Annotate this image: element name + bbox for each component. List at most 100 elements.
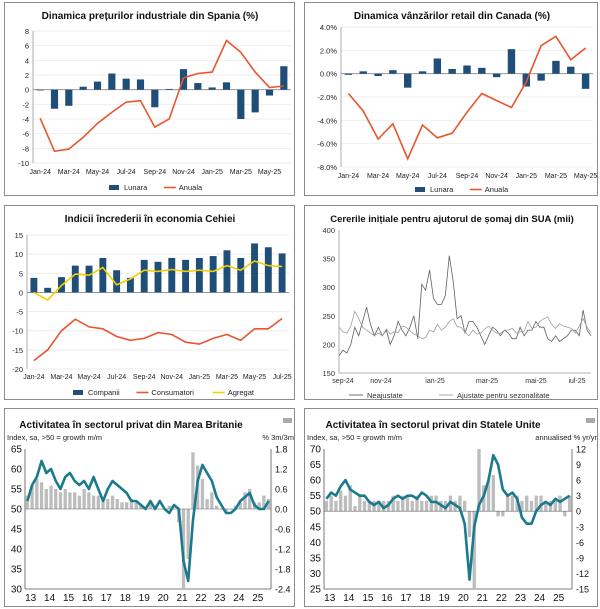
y-tick-label: -10 xyxy=(12,327,23,336)
chart-panel-czech: Indicii încrederii în economia Cehiei 15… xyxy=(4,205,295,400)
y-tick-label-right: -3 xyxy=(576,522,584,532)
legend-label: Ajustate pentru sezonalitate xyxy=(457,391,550,400)
bar-gdp xyxy=(324,500,329,512)
bar-gdp xyxy=(463,500,467,512)
bar-gdp xyxy=(563,511,567,517)
chart-panel-us-claims: Cererile inițiale pentru ajutorul de șom… xyxy=(304,205,598,400)
y-tick-label: 4.0% xyxy=(320,23,337,32)
bar-gdp xyxy=(505,495,510,512)
x-tick-label: May-25 xyxy=(574,173,597,180)
legend-label: Consumatori xyxy=(151,388,194,397)
bar-companii xyxy=(71,265,79,293)
x-tick-label: 23 xyxy=(214,593,226,604)
x-tick-label: Jan-24 xyxy=(338,173,360,180)
x-tick-label: Mar-24 xyxy=(58,169,80,176)
x-tick-label: 19 xyxy=(139,593,151,604)
y-tick-label: 5 xyxy=(19,269,23,278)
bar-lunara xyxy=(93,81,102,90)
x-tick-label: 21 xyxy=(176,593,188,604)
chart-title: Cererile inițiale pentru ajutorul de șom… xyxy=(330,214,574,225)
bar-gdp xyxy=(39,482,44,509)
bar-companii xyxy=(113,270,121,293)
bar-companii xyxy=(264,247,272,293)
y-tick-label-left: 45 xyxy=(310,522,322,533)
y-tick-label-left: 55 xyxy=(310,491,322,502)
y-tick-label-right: 6 xyxy=(576,476,581,486)
bar-companii xyxy=(182,259,190,293)
legend-label: Anuala xyxy=(485,185,509,194)
bar-gdp xyxy=(362,500,367,512)
x-tick-label: May-24 xyxy=(396,173,419,180)
bar-lunara xyxy=(448,69,456,74)
y-tick-label-right: 12 xyxy=(576,445,586,455)
bar-gdp xyxy=(391,495,395,512)
bar-gdp xyxy=(496,511,500,517)
line-pmi xyxy=(325,453,571,581)
bar-gdp xyxy=(467,511,472,538)
bar-lunara xyxy=(122,78,130,90)
y-tick-label-left: 65 xyxy=(310,460,322,471)
x-tick-label: May-25 xyxy=(258,169,281,176)
chart-panel-canada: Dinamica vânzărilor retail din Canada (%… xyxy=(304,2,598,196)
bar-gdp xyxy=(266,499,271,509)
y-tick-label-right: 1.8 xyxy=(275,445,288,455)
bar-lunara xyxy=(50,89,59,109)
bar-gdp xyxy=(82,489,86,509)
bar-gdp xyxy=(486,480,491,512)
x-tick-label: 18 xyxy=(120,593,132,604)
bar-gdp xyxy=(501,511,505,517)
x-tick-label: Jan-24 xyxy=(29,169,51,176)
bar-gdp xyxy=(553,500,557,512)
bar-gdp xyxy=(520,500,524,512)
bar-gdp xyxy=(134,502,138,509)
bar-lunara xyxy=(433,58,442,74)
bar-lunara xyxy=(463,65,471,74)
bar-gdp xyxy=(30,485,34,509)
legend-swatch xyxy=(73,390,83,395)
bar-lunara xyxy=(552,60,560,74)
line-pmi xyxy=(26,459,270,583)
line-anuala xyxy=(39,39,284,153)
bar-lunara xyxy=(251,89,259,113)
x-tick-label: Jan-25 xyxy=(201,169,223,176)
y-tick-label-right: 9 xyxy=(576,460,581,470)
bar-lunara xyxy=(79,86,87,90)
y-tick-label: -15 xyxy=(12,346,23,355)
bar-companii xyxy=(251,243,258,293)
bar-companii xyxy=(140,259,148,293)
x-tick-label: Mar-25 xyxy=(545,173,567,180)
bar-gdp xyxy=(377,500,381,512)
bar-gdp xyxy=(248,489,252,509)
chart-title: Dinamica prețurilor industriale din Span… xyxy=(42,11,259,22)
x-tick-label: Jul-24 xyxy=(107,374,126,381)
x-tick-label: nov-24 xyxy=(370,378,392,385)
chart-us-jobless-claims: Cererile inițiale pentru ajutorul de șom… xyxy=(322,214,592,400)
x-tick-label: mai-25 xyxy=(525,378,547,385)
bar-lunara xyxy=(374,73,382,76)
x-tick-label: mar-25 xyxy=(476,378,498,385)
y-tick-label-left: 30 xyxy=(11,585,23,596)
right-axis-label: annualised % yr/yr xyxy=(535,433,597,442)
y-tick-label: 6 xyxy=(25,42,29,51)
y-tick-label: 150 xyxy=(322,369,335,378)
chart-czech-confidence: Indicii încrederii în economia Cehiei 15… xyxy=(12,214,292,397)
x-tick-label: Mar-24 xyxy=(367,173,389,180)
y-tick-label: 300 xyxy=(322,283,335,292)
line-consumatori xyxy=(33,317,283,362)
bar-companii xyxy=(209,256,217,293)
bar-gdp xyxy=(424,500,429,512)
bar-gdp xyxy=(367,500,371,512)
y-tick-label-right: -1.2 xyxy=(275,545,291,555)
bar-gdp xyxy=(148,502,153,509)
bar-gdp xyxy=(101,499,105,509)
bar-gdp xyxy=(58,492,63,509)
bar-lunara xyxy=(194,83,202,90)
x-tick-label: 13 xyxy=(324,593,336,604)
y-tick-label-right: 0 xyxy=(576,507,581,517)
bar-lunara xyxy=(359,71,367,74)
chart-panel-uk-pmi: Activitatea în sectorul privat din Marea… xyxy=(4,408,295,607)
legend-swatch xyxy=(109,185,119,190)
y-tick-label-left: 50 xyxy=(310,507,322,518)
bar-gdp xyxy=(77,495,82,509)
bar-gdp xyxy=(63,489,67,509)
